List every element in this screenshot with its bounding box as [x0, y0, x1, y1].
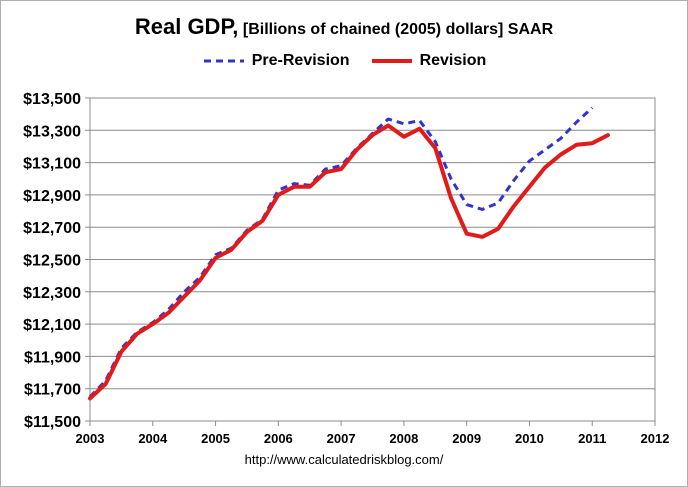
legend-swatch-pre-revision — [203, 59, 244, 63]
x-tick-label: 2011 — [578, 431, 606, 446]
legend-label-revision: Revision — [419, 52, 487, 69]
chart-subtitle: [Billions of chained (2005) dollars] SAA… — [242, 21, 554, 38]
x-tick-label: 2010 — [515, 431, 544, 446]
legend-label-pre-revision: Pre-Revision — [251, 52, 350, 69]
x-tick-label: 2003 — [76, 431, 105, 446]
y-tick-label: $11,900 — [24, 349, 81, 366]
x-tick-label: 2006 — [264, 431, 293, 446]
legend: Pre-Revision Revision — [0, 52, 688, 70]
y-tick-label: $12,700 — [23, 220, 81, 237]
y-tick-label: $11,700 — [24, 382, 81, 399]
chart-title-main: Real GDP, — [134, 14, 239, 39]
y-tick-label: $12,100 — [23, 317, 81, 334]
x-tick-label: 2004 — [138, 431, 168, 446]
x-tick-label: 2012 — [641, 431, 670, 446]
x-tick-label: 2008 — [389, 431, 418, 446]
y-tick-label: $13,500 — [23, 91, 81, 108]
x-tick-label: 2005 — [201, 431, 230, 446]
legend-item-revision: Revision — [370, 52, 487, 70]
y-tick-label: $12,900 — [23, 188, 81, 205]
y-tick-label: $12,500 — [23, 253, 81, 270]
source-url: http://www.calculatedriskblog.com/ — [244, 452, 444, 467]
x-tick-label: 2009 — [452, 431, 481, 446]
series-line-revision — [88, 123, 610, 401]
y-tick-label: $11,500 — [24, 414, 81, 431]
y-tick-label: $12,300 — [23, 285, 81, 302]
legend-swatch-revision — [371, 59, 412, 63]
legend-item-pre-revision: Pre-Revision — [202, 52, 350, 70]
y-tick-label: $13,100 — [23, 156, 81, 173]
x-tick-label: 2007 — [327, 431, 356, 446]
chart-title: Real GDP, [Billions of chained (2005) do… — [0, 14, 688, 40]
series-line-pre-revision — [88, 106, 594, 398]
y-tick-label: $13,300 — [23, 123, 81, 140]
